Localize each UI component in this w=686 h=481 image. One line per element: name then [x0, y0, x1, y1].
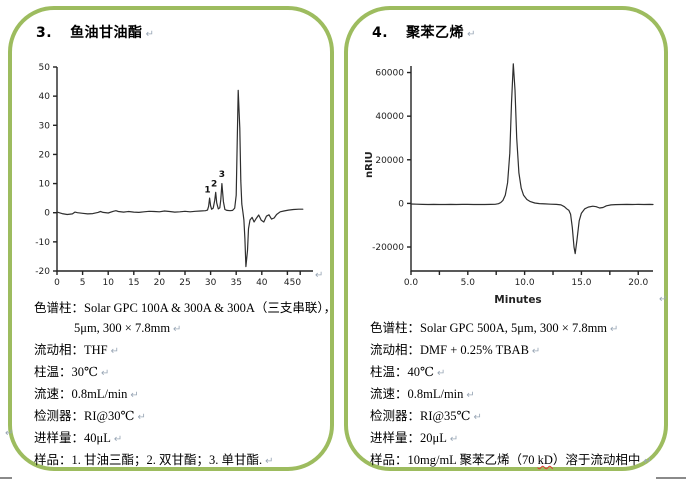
svg-text:0: 0 [54, 278, 60, 288]
svg-text:15: 15 [128, 278, 139, 288]
return-mark-icon: ↵ [449, 434, 459, 445]
svg-text:50: 50 [39, 63, 51, 73]
spellcheck-flagged-text: kD [537, 453, 553, 467]
panel-number: 4. [372, 25, 389, 41]
return-mark-icon: ↵ [130, 390, 139, 401]
panel-polystyrene: 4. 聚苯乙烯 ↵ nRIU 0.0 5.0 10.0 15.0 20.0 -20000 0 20… [344, 6, 668, 471]
return-mark-icon: ↵ [531, 346, 541, 357]
svg-text:0: 0 [398, 199, 404, 209]
panel-number: 3. [36, 25, 53, 41]
return-mark-icon: ↵ [610, 324, 619, 335]
panel-title: 3. 鱼油甘油酯 ↵ [36, 22, 154, 42]
svg-text:35: 35 [230, 278, 241, 288]
panel-fish-oil-glycerides: 3. 鱼油甘油酯 ↵ 0 5 10 15 20 25 30 35 40 450 -20 -10 0 10 20 3… [8, 6, 337, 472]
return-mark-icon: ↵ [137, 412, 146, 423]
spec-line-column-temp: 柱温：40℃ ↵ [370, 365, 446, 379]
spec-line-column-wrap: 5μm, 300 × 7.8mm ↵ [74, 321, 182, 335]
return-mark-icon: ↵ [145, 29, 155, 40]
svg-text:30: 30 [205, 278, 217, 288]
spec-block: 色谱柱：Solar GPC 500A, 5μm, 300 × 7.8mm ↵ 流动… [370, 318, 652, 472]
svg-text:60000: 60000 [375, 69, 404, 79]
spec-line-column: 色谱柱：Solar GPC 100A & 300A & 300A（三支串联）， [34, 301, 337, 315]
panel-title: 4. 聚苯乙烯 ↵ [372, 22, 476, 42]
svg-text:10: 10 [102, 278, 114, 288]
spec-line-mobile-phase: 流动相：DMF + 0.25% TBAB ↵ [370, 343, 541, 357]
svg-text:40: 40 [39, 92, 51, 102]
svg-text:30: 30 [39, 121, 51, 131]
spec-line-flow-rate: 流速：0.8mL/min ↵ [34, 387, 139, 401]
svg-text:-10: -10 [35, 238, 50, 248]
page-edge-line [0, 477, 12, 479]
spec-line-detector: 检测器：RI@35℃ ↵ [370, 409, 482, 423]
svg-text:0: 0 [44, 209, 50, 219]
svg-text:10.0: 10.0 [515, 278, 535, 288]
chromatogram-chart-fish-oil: 0 5 10 15 20 25 30 35 40 450 -20 -10 0 10 20 30 40 50 123 [35, 63, 313, 288]
svg-text:5: 5 [80, 278, 86, 288]
svg-text:20: 20 [39, 150, 51, 160]
chromatogram-chart-polystyrene: 0.0 5.0 10.0 15.0 20.0 -20000 0 20000 40000 60000 [372, 63, 654, 288]
svg-text:10: 10 [39, 180, 51, 190]
svg-text:0.0: 0.0 [404, 278, 419, 288]
spec-line-mobile-phase: 流动相：THF ↵ [34, 343, 120, 357]
spec-line-column: 色谱柱：Solar GPC 500A, 5μm, 300 × 7.8mm ↵ [370, 321, 619, 335]
spec-line-flow-rate: 流速：0.8mL/min ↵ [370, 387, 475, 401]
spec-line-detector: 检测器：RI@30℃ ↵ [34, 409, 146, 423]
svg-text:40: 40 [256, 278, 268, 288]
spec-line-injection-volume: 进样量：20μL ↵ [370, 431, 459, 445]
svg-text:-20000: -20000 [372, 243, 404, 253]
svg-text:1: 1 [204, 185, 210, 195]
spec-line-sample: 样品：1. 甘油三酯；2. 双甘酯；3. 单甘酯. ↵ [34, 453, 274, 467]
svg-text:3: 3 [219, 170, 225, 180]
svg-text:-20: -20 [35, 267, 50, 277]
svg-text:20000: 20000 [375, 156, 404, 166]
return-mark-icon: ↵ [466, 390, 475, 401]
return-mark-icon: ↵ [436, 368, 446, 379]
return-mark-icon: ↵ [110, 346, 120, 357]
svg-text:2: 2 [211, 179, 217, 189]
spec-line-sample: 样品：10mg/mL 聚苯乙烯（70 kD）溶于流动相中 ↵ [370, 453, 652, 467]
panel-title-text: 鱼油甘油酯 [70, 25, 143, 41]
return-mark-icon: ↵ [659, 294, 668, 305]
spec-block: 色谱柱：Solar GPC 100A & 300A & 300A（三支串联）， … [34, 298, 337, 472]
svg-text:20.0: 20.0 [628, 278, 648, 288]
page-edge-line [656, 477, 686, 479]
svg-text:40000: 40000 [375, 112, 404, 122]
panel-title-text: 聚苯乙烯 [406, 25, 465, 41]
svg-text:25: 25 [179, 278, 190, 288]
svg-text:5.0: 5.0 [461, 278, 476, 288]
return-mark-icon: ↵ [5, 428, 14, 439]
return-mark-icon: ↵ [643, 456, 652, 467]
return-mark-icon: ↵ [100, 368, 110, 379]
svg-text:15.0: 15.0 [571, 278, 591, 288]
return-mark-icon: ↵ [173, 324, 182, 335]
spec-line-column-temp: 柱温：30℃ ↵ [34, 365, 110, 379]
return-mark-icon: ↵ [113, 434, 123, 445]
return-mark-icon: ↵ [467, 29, 476, 40]
svg-text:20: 20 [154, 278, 166, 288]
svg-text:450: 450 [284, 278, 301, 288]
return-mark-icon: ↵ [315, 270, 324, 281]
return-mark-icon: ↵ [473, 412, 482, 423]
return-mark-icon: ↵ [265, 456, 274, 467]
spec-line-injection-volume: 进样量：40μL ↵ [34, 431, 123, 445]
x-axis-label: Minutes [494, 294, 542, 306]
